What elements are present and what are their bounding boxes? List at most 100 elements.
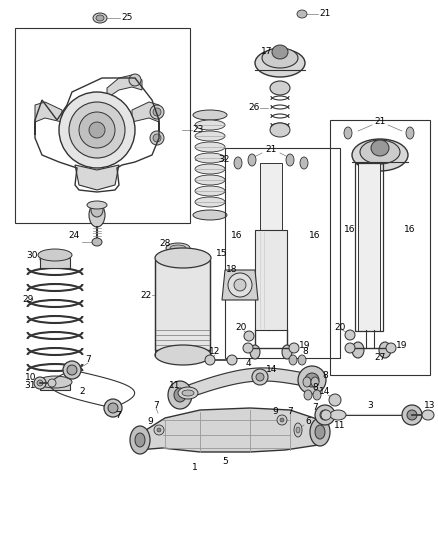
- Ellipse shape: [93, 13, 107, 23]
- Ellipse shape: [298, 366, 326, 394]
- Text: 7: 7: [312, 403, 318, 413]
- Ellipse shape: [255, 49, 305, 77]
- Ellipse shape: [195, 186, 225, 196]
- Ellipse shape: [155, 345, 211, 365]
- Ellipse shape: [135, 433, 145, 447]
- Ellipse shape: [234, 157, 242, 169]
- Text: 6: 6: [305, 417, 311, 426]
- Text: 15: 15: [216, 248, 228, 257]
- Bar: [330, 120, 430, 375]
- Ellipse shape: [193, 110, 227, 120]
- Text: 11: 11: [334, 421, 346, 430]
- Ellipse shape: [153, 108, 161, 116]
- Ellipse shape: [315, 425, 325, 439]
- Ellipse shape: [406, 127, 414, 139]
- Ellipse shape: [108, 403, 118, 413]
- Ellipse shape: [304, 390, 312, 400]
- Ellipse shape: [371, 140, 389, 156]
- Ellipse shape: [59, 92, 135, 168]
- Ellipse shape: [195, 131, 225, 141]
- Text: 14: 14: [266, 366, 278, 375]
- Text: 16: 16: [344, 225, 356, 235]
- Ellipse shape: [296, 427, 300, 433]
- Text: 21: 21: [319, 10, 331, 19]
- Ellipse shape: [286, 154, 294, 166]
- Ellipse shape: [243, 343, 253, 353]
- Ellipse shape: [280, 418, 284, 422]
- Polygon shape: [132, 102, 159, 135]
- Bar: [358, 163, 380, 331]
- Polygon shape: [35, 102, 62, 135]
- Text: 3: 3: [367, 400, 373, 409]
- Text: 13: 13: [424, 401, 436, 410]
- Ellipse shape: [402, 405, 422, 425]
- Ellipse shape: [305, 373, 319, 387]
- Ellipse shape: [252, 369, 268, 385]
- Ellipse shape: [174, 388, 186, 402]
- Text: 19: 19: [396, 341, 408, 350]
- Text: 4: 4: [245, 359, 251, 367]
- Text: 2: 2: [79, 387, 85, 397]
- Ellipse shape: [289, 343, 299, 353]
- Ellipse shape: [248, 154, 256, 166]
- Bar: [40, 378, 70, 390]
- Text: 14: 14: [319, 387, 331, 397]
- Ellipse shape: [329, 394, 341, 406]
- Ellipse shape: [227, 355, 237, 365]
- Polygon shape: [107, 75, 142, 98]
- Ellipse shape: [313, 390, 321, 400]
- Text: 20: 20: [235, 324, 247, 333]
- Text: 7: 7: [115, 410, 121, 419]
- Ellipse shape: [277, 415, 287, 425]
- Ellipse shape: [38, 249, 72, 261]
- Ellipse shape: [178, 387, 198, 399]
- Ellipse shape: [87, 201, 107, 209]
- Ellipse shape: [130, 426, 150, 454]
- Ellipse shape: [272, 45, 288, 59]
- Ellipse shape: [311, 377, 319, 387]
- Ellipse shape: [195, 153, 225, 163]
- Text: 11: 11: [169, 381, 181, 390]
- Ellipse shape: [289, 355, 297, 365]
- Text: 9: 9: [272, 408, 278, 416]
- Ellipse shape: [89, 122, 105, 138]
- Ellipse shape: [168, 381, 192, 409]
- Ellipse shape: [166, 243, 190, 253]
- Ellipse shape: [154, 425, 164, 435]
- Ellipse shape: [37, 380, 43, 386]
- Text: 16: 16: [231, 230, 243, 239]
- Ellipse shape: [157, 428, 161, 432]
- Ellipse shape: [244, 331, 254, 341]
- Text: 20: 20: [334, 322, 346, 332]
- Text: 8: 8: [322, 370, 328, 379]
- Text: 1: 1: [192, 464, 198, 472]
- Bar: [40, 258, 70, 268]
- Ellipse shape: [193, 210, 227, 220]
- Text: 22: 22: [140, 290, 152, 300]
- Text: 18: 18: [226, 265, 238, 274]
- Ellipse shape: [48, 379, 56, 387]
- Text: 19: 19: [299, 341, 311, 350]
- Bar: [355, 163, 383, 331]
- Ellipse shape: [182, 390, 194, 396]
- Text: 26: 26: [248, 103, 260, 112]
- Ellipse shape: [150, 105, 164, 119]
- Ellipse shape: [234, 279, 246, 291]
- Ellipse shape: [330, 410, 346, 420]
- Ellipse shape: [270, 81, 290, 95]
- Ellipse shape: [67, 365, 77, 375]
- Ellipse shape: [195, 120, 225, 130]
- Ellipse shape: [228, 273, 252, 297]
- Ellipse shape: [344, 127, 352, 139]
- Ellipse shape: [297, 10, 307, 18]
- Text: 29: 29: [22, 295, 34, 304]
- Ellipse shape: [38, 376, 72, 388]
- Ellipse shape: [205, 355, 215, 365]
- Ellipse shape: [320, 410, 330, 420]
- Ellipse shape: [79, 112, 115, 148]
- Ellipse shape: [386, 343, 396, 353]
- Ellipse shape: [300, 157, 308, 169]
- Ellipse shape: [89, 203, 105, 227]
- Text: 16: 16: [404, 225, 416, 235]
- Ellipse shape: [195, 197, 225, 207]
